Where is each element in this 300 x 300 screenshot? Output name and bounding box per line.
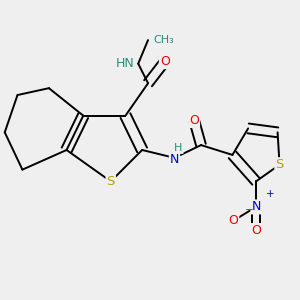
- Text: O: O: [160, 55, 170, 68]
- Text: CH₃: CH₃: [153, 35, 174, 45]
- Text: −: −: [245, 205, 254, 215]
- Text: S: S: [275, 158, 284, 171]
- Text: S: S: [106, 175, 115, 188]
- Text: O: O: [229, 214, 238, 227]
- Text: N: N: [251, 200, 261, 213]
- Text: HN: HN: [116, 57, 134, 70]
- Text: N: N: [170, 153, 179, 166]
- Text: +: +: [266, 189, 274, 199]
- Text: H: H: [174, 143, 183, 153]
- Text: O: O: [251, 224, 261, 237]
- Text: O: O: [189, 114, 199, 127]
